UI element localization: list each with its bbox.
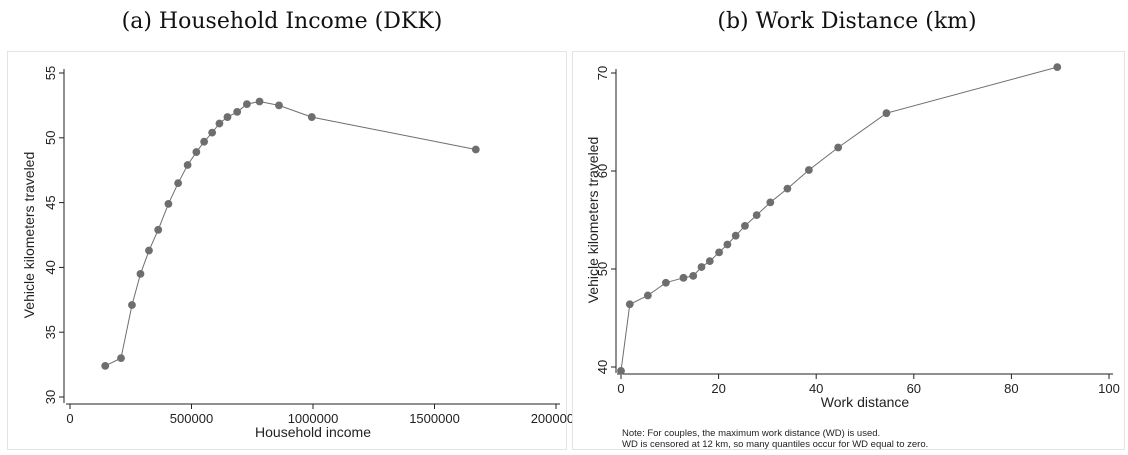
data-point — [679, 273, 688, 282]
y-tick-label: 50 — [595, 262, 610, 276]
x-tick-label: 60 — [907, 381, 921, 396]
y-tick-label: 50 — [43, 131, 58, 145]
data-point — [200, 137, 209, 146]
note-line-2: WD is censored at 12 km, so many quantil… — [622, 439, 929, 450]
x-tick-label: 1500000 — [409, 411, 460, 426]
data-point — [145, 246, 153, 255]
data-point — [1053, 63, 1062, 72]
data-point — [766, 198, 775, 207]
y-tick-label: 30 — [43, 390, 58, 404]
data-point — [307, 113, 316, 121]
data-point — [223, 113, 232, 121]
data-point — [741, 221, 749, 230]
y-tick-label: 60 — [595, 164, 610, 178]
data-point — [625, 300, 634, 309]
data-point — [834, 143, 843, 152]
data-point — [882, 109, 891, 118]
y-tick-label: 40 — [595, 360, 610, 374]
x-tick-label: 40 — [809, 381, 823, 396]
y-tick-label: 55 — [43, 66, 58, 80]
data-point — [233, 107, 242, 116]
x-tick-label: 80 — [1004, 381, 1018, 396]
data-point — [471, 145, 480, 154]
x-tick-label: 100 — [1098, 381, 1120, 396]
data-point — [697, 263, 706, 271]
data-point — [154, 225, 163, 234]
y-axis-title: Vehicle kilometers traveled — [585, 137, 601, 304]
x-axis-title: Work distance — [821, 394, 910, 410]
data-point — [208, 128, 217, 137]
y-tick-label: 40 — [43, 260, 58, 274]
x-axis-title: Household income — [255, 424, 371, 440]
note-line-1: Note: For couples, the maximum work dist… — [622, 428, 881, 439]
data-point — [783, 184, 792, 193]
data-point — [243, 100, 251, 109]
x-tick-label: 500000 — [170, 411, 213, 426]
data-point — [643, 291, 652, 300]
data-point — [255, 97, 264, 106]
caption-work-distance: (b) Work Distance (km) — [717, 9, 977, 34]
x-tick-label: 2000000 — [531, 411, 582, 426]
data-point — [117, 354, 125, 363]
y-axis-title: Vehicle kilometers traveled — [21, 152, 37, 319]
data-point — [164, 199, 173, 208]
chart-panel-work-distance: 40 50 60 70 0 20 40 60 80 100 Work distance Vehicle… — [572, 51, 1125, 450]
data-point — [192, 148, 201, 156]
data-point — [715, 248, 723, 257]
y-tick-label: 45 — [43, 195, 58, 209]
x-tick-label: 20 — [711, 381, 725, 396]
series-line — [620, 66, 1058, 371]
y-tick-label: 70 — [595, 66, 610, 80]
data-point — [183, 161, 192, 169]
work-distance-chart: 40 50 60 70 0 20 40 60 80 100 Work distance Vehicle… — [585, 63, 1120, 410]
x-tick-label: 0 — [66, 411, 73, 426]
data-point — [689, 271, 698, 280]
x-tick-label: 0 — [617, 381, 624, 396]
caption-household-income: (a) Household Income (DKK) — [121, 9, 443, 34]
data-point — [215, 119, 224, 128]
data-point — [174, 179, 183, 188]
income-chart: 30 35 40 45 50 55 0 500000 1000000 1500000 2000000… — [21, 66, 581, 440]
x-tick-label: 1000000 — [288, 411, 339, 426]
data-point — [752, 211, 761, 220]
series-line — [104, 100, 476, 367]
data-point — [804, 166, 813, 174]
chart-panel-income: 30 35 40 45 50 55 0 500000 1000000 1500000 2000000… — [7, 51, 581, 450]
data-point — [705, 257, 714, 266]
data-point — [731, 231, 740, 240]
data-point — [723, 240, 732, 249]
data-point — [136, 269, 145, 278]
data-point — [661, 278, 670, 287]
data-point — [275, 101, 283, 110]
data-point — [101, 361, 110, 370]
y-tick-label: 35 — [43, 325, 58, 339]
data-point — [128, 301, 136, 309]
chart-note: Note: For couples, the maximum work dist… — [622, 428, 928, 450]
data-point — [617, 367, 625, 375]
